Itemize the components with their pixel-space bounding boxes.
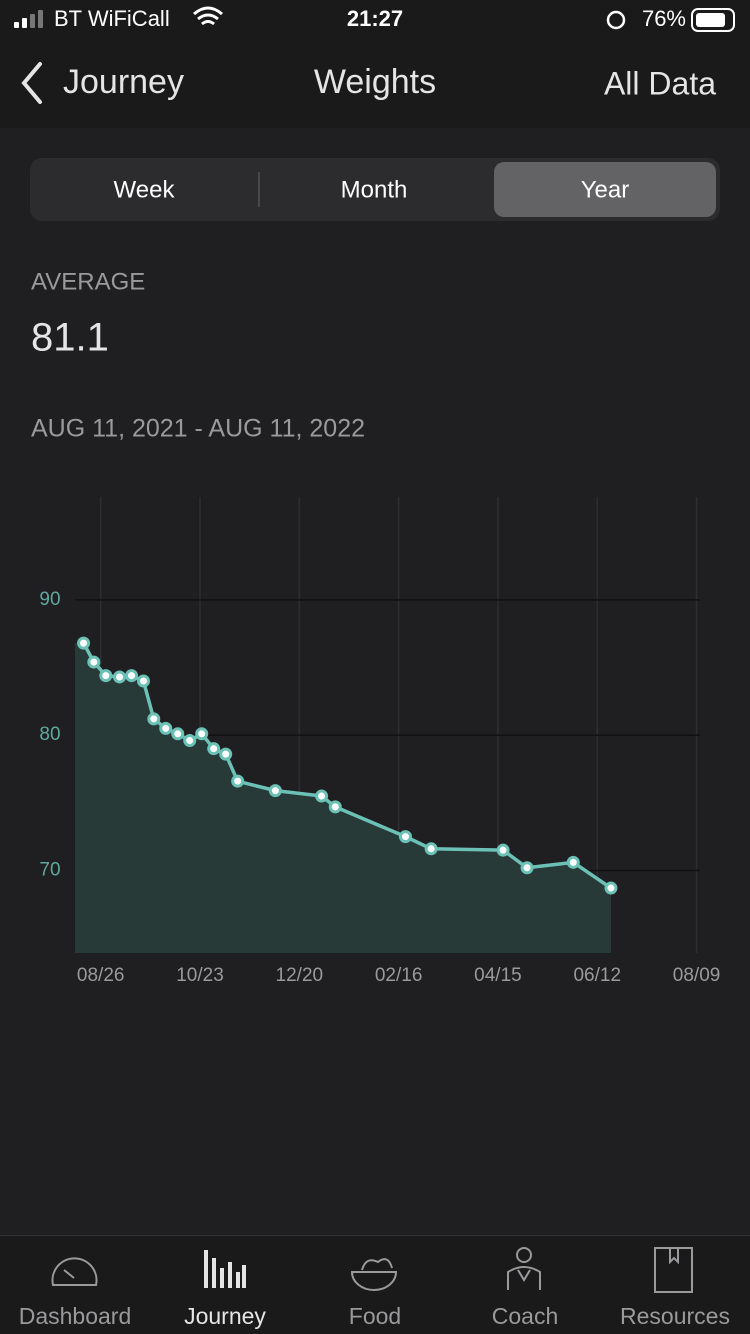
tab-label[interactable]: Dashboard [19, 1303, 132, 1329]
clock: 21:27 [347, 6, 403, 31]
y-tick-label: 90 [39, 589, 60, 610]
x-tick-label: 04/15 [474, 965, 522, 986]
back-chevron[interactable] [21, 62, 42, 104]
x-tick-label: 12/20 [276, 965, 324, 986]
segment-selected [494, 162, 716, 217]
point [496, 843, 510, 857]
point [113, 670, 127, 684]
carrier: BT WiFiCall [54, 6, 170, 31]
point [136, 674, 150, 688]
point [125, 669, 139, 683]
all-data-button[interactable]: All Data [604, 65, 716, 101]
signal [14, 10, 43, 28]
point [159, 721, 173, 735]
point [219, 747, 233, 761]
battery-fill [696, 13, 725, 27]
point [171, 727, 185, 741]
segment-option[interactable]: Year [581, 176, 630, 203]
y-tick-label: 80 [39, 724, 60, 745]
tab-label[interactable]: Coach [492, 1303, 558, 1329]
point [315, 789, 329, 803]
tab-label[interactable]: Resources [620, 1303, 730, 1329]
area [75, 643, 611, 953]
wifi-icon [193, 6, 223, 26]
x-tick-label: 08/09 [673, 965, 721, 986]
point [207, 742, 221, 756]
point [424, 842, 438, 856]
segment-option[interactable]: Week [114, 176, 176, 203]
point [99, 669, 113, 683]
point [566, 855, 580, 869]
point [77, 636, 91, 650]
point [604, 881, 618, 895]
x-tick-label: 10/23 [176, 965, 224, 986]
nav-title: Weights [314, 63, 436, 101]
segment-option[interactable]: Month [341, 176, 408, 203]
y-tick-label: 70 [39, 859, 60, 880]
back-button[interactable]: Journey [63, 63, 184, 101]
x-tick-label: 08/26 [77, 965, 125, 986]
lock-icon [606, 10, 626, 30]
battery-icon [691, 8, 735, 32]
average-value: 81.1 [31, 316, 109, 360]
point [398, 830, 412, 844]
tab-bar [0, 1235, 750, 1334]
point [183, 734, 197, 748]
x-tick-label: 06/12 [573, 965, 621, 986]
point [147, 712, 161, 726]
point [268, 784, 282, 798]
point [520, 861, 534, 875]
point [328, 800, 342, 814]
date-range: AUG 11, 2021 - AUG 11, 2022 [31, 415, 365, 443]
point [231, 774, 245, 788]
point [195, 727, 209, 741]
tab-label[interactable]: Journey [184, 1303, 266, 1329]
battery-text: 76% [642, 6, 686, 31]
x-tick-label: 02/16 [375, 965, 423, 986]
tab-label[interactable]: Food [349, 1303, 401, 1329]
point [87, 655, 101, 669]
average-label: AVERAGE [31, 268, 145, 295]
tab-icons [51, 1247, 693, 1293]
